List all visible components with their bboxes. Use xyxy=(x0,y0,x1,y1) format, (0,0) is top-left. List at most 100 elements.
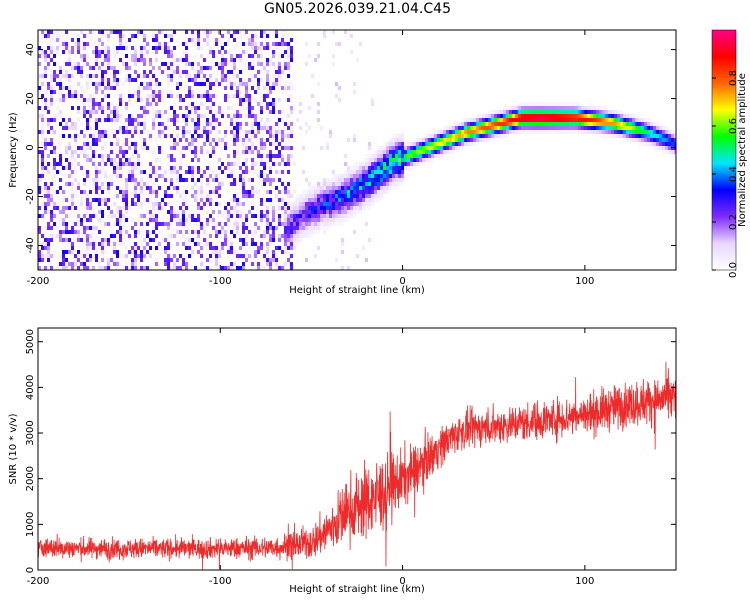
heatmap-cell xyxy=(287,234,290,238)
heatmap-cell xyxy=(152,30,155,34)
heatmap-cell xyxy=(170,194,173,198)
heatmap-cell xyxy=(41,258,44,262)
heatmap-cell xyxy=(488,134,491,138)
heatmap-cell xyxy=(50,94,53,98)
heatmap-cell xyxy=(275,186,278,190)
heatmap-cell xyxy=(215,254,218,258)
heatmap-cell xyxy=(146,266,149,270)
heatmap-cell xyxy=(215,250,218,254)
heatmap-cell xyxy=(407,162,410,166)
heatmap-cell xyxy=(362,178,365,182)
heatmap-cell xyxy=(359,182,362,186)
heatmap-cell xyxy=(344,154,347,158)
heatmap-cell xyxy=(584,110,587,114)
heatmap-cell xyxy=(221,70,224,74)
heatmap-cell xyxy=(236,42,239,46)
heatmap-cell xyxy=(77,246,80,250)
heatmap-cell xyxy=(401,178,404,182)
heatmap-cell xyxy=(326,202,329,206)
heatmap-cell xyxy=(563,114,566,118)
heatmap-cell xyxy=(623,130,626,134)
heatmap-cell xyxy=(83,182,86,186)
heatmap-cell xyxy=(122,206,125,210)
heatmap-cell xyxy=(251,38,254,42)
heatmap-cell xyxy=(125,102,128,106)
heatmap-cell xyxy=(290,210,293,214)
heatmap-cell xyxy=(200,54,203,58)
heatmap-cell xyxy=(140,46,143,50)
heatmap-cell xyxy=(242,50,245,54)
heatmap-cell xyxy=(452,150,455,154)
heatmap-cell xyxy=(356,194,359,198)
heatmap-cell xyxy=(251,262,254,266)
heatmap-cell xyxy=(50,74,53,78)
heatmap-cell xyxy=(611,118,614,122)
heatmap-cell xyxy=(356,206,359,210)
heatmap-cell xyxy=(311,198,314,202)
heatmap-cell xyxy=(47,126,50,130)
heatmap-cell xyxy=(359,170,362,174)
heatmap-cell xyxy=(218,214,221,218)
heatmap-cell xyxy=(254,242,257,246)
heatmap-cell xyxy=(611,110,614,114)
heatmap-cell xyxy=(149,218,152,222)
heatmap-cell xyxy=(281,30,284,34)
heatmap-cell xyxy=(329,194,332,198)
heatmap-cell xyxy=(656,146,659,150)
heatmap-cell xyxy=(542,122,545,126)
heatmap-cell xyxy=(62,86,65,90)
heatmap-cell xyxy=(209,74,212,78)
heatmap-cell xyxy=(638,126,641,130)
heatmap-cell xyxy=(68,206,71,210)
heatmap-cell xyxy=(194,74,197,78)
heatmap-cell xyxy=(146,218,149,222)
heatmap-cell xyxy=(353,170,356,174)
heatmap-cell xyxy=(353,186,356,190)
heatmap-cell xyxy=(47,142,50,146)
heatmap-cell xyxy=(143,266,146,270)
heatmap-cell xyxy=(569,102,572,106)
heatmap-cell xyxy=(194,266,197,270)
heatmap-cell xyxy=(461,126,464,130)
heatmap-cell xyxy=(416,142,419,146)
heatmap-cell xyxy=(284,98,287,102)
heatmap-cell xyxy=(485,130,488,134)
heatmap-cell xyxy=(383,158,386,162)
heatmap-cell xyxy=(56,74,59,78)
heatmap-cell xyxy=(350,190,353,194)
heatmap-cell xyxy=(284,162,287,166)
heatmap-cell xyxy=(539,110,542,114)
heatmap-cell xyxy=(494,130,497,134)
heatmap-cell xyxy=(584,114,587,118)
heatmap-cell xyxy=(236,226,239,230)
heatmap-cell xyxy=(590,114,593,118)
heatmap-cell xyxy=(347,138,350,142)
heatmap-cell xyxy=(122,142,125,146)
heatmap-cell xyxy=(194,78,197,82)
heatmap-cell xyxy=(182,198,185,202)
heatmap-cell xyxy=(260,266,263,270)
heatmap-cell xyxy=(269,150,272,154)
heatmap-cell xyxy=(77,186,80,190)
heatmap-cell xyxy=(56,114,59,118)
heatmap-cell xyxy=(143,198,146,202)
heatmap-cell xyxy=(221,226,224,230)
heatmap-cell xyxy=(521,122,524,126)
heatmap-cell xyxy=(224,222,227,226)
heatmap-cell xyxy=(587,114,590,118)
heatmap-cell xyxy=(38,46,41,50)
heatmap-cell xyxy=(59,162,62,166)
heatmap-cell xyxy=(182,98,185,102)
heatmap-cell xyxy=(383,178,386,182)
heatmap-cell xyxy=(404,142,407,146)
heatmap-cell xyxy=(272,74,275,78)
heatmap-cell xyxy=(275,34,278,38)
heatmap-cell xyxy=(218,130,221,134)
heatmap-cell xyxy=(248,42,251,46)
heatmap-cell xyxy=(545,118,548,122)
heatmap-cell xyxy=(113,74,116,78)
heatmap-cell xyxy=(332,194,335,198)
heatmap-cell xyxy=(134,58,137,62)
heatmap-cell xyxy=(269,142,272,146)
heatmap-cell xyxy=(137,114,140,118)
